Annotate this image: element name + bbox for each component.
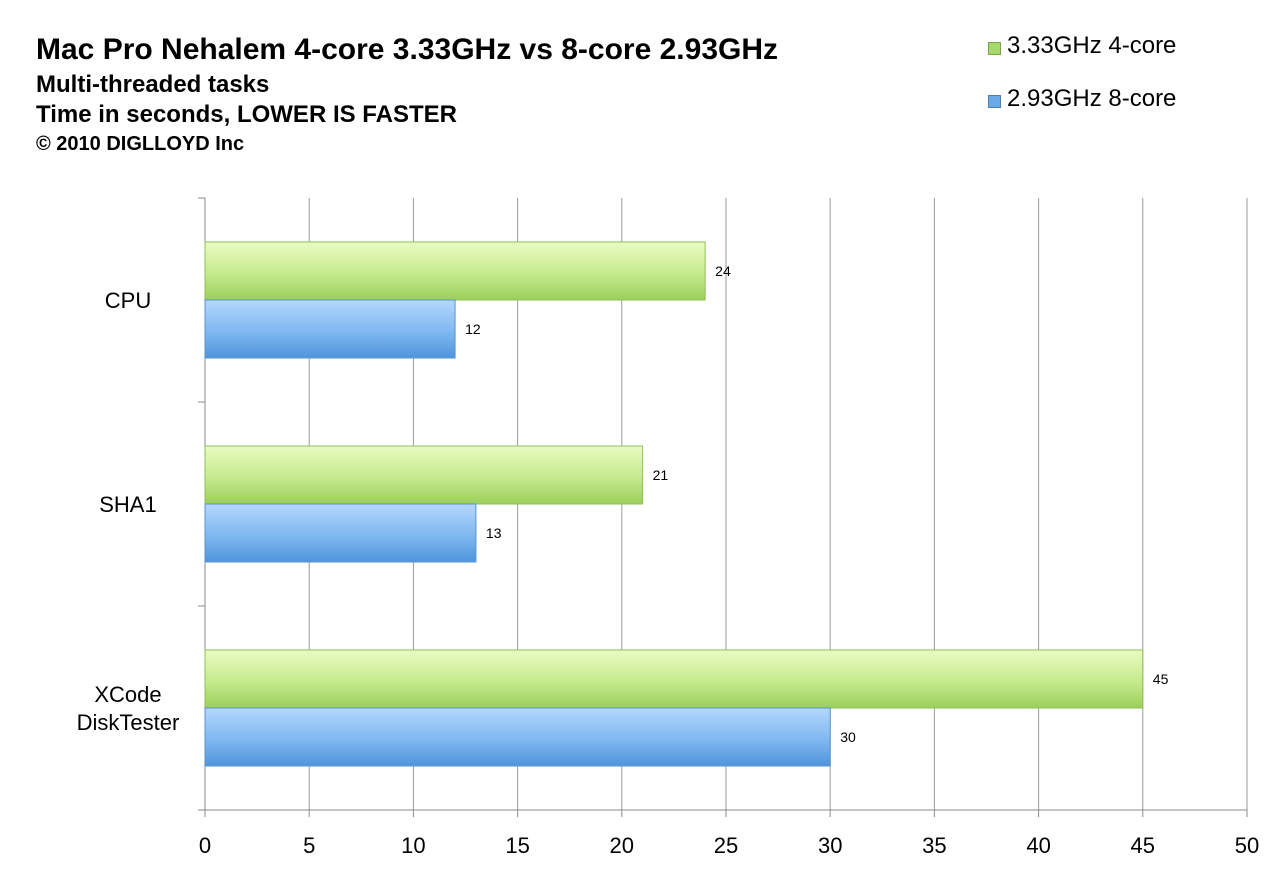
bar-1-1 — [204, 445, 644, 505]
legend-item-series-2: 2.93GHz 8-core — [988, 83, 1176, 115]
x-tick-label-20: 20 — [610, 833, 634, 858]
data-label-1-2: 45 — [1153, 671, 1169, 687]
category-label-line: CPU — [105, 288, 151, 313]
bar-2-1 — [204, 503, 477, 563]
chart-subtitle-line-1: Multi-threaded tasks — [36, 71, 270, 98]
chart-legend: 3.33GHz 4-core 2.93GHz 8-core — [988, 30, 1176, 136]
labels: 0 5 10 15 20 25 30 35 40 45 50 24 12 CPU 21 13 SHA1 45 30 X… — [77, 263, 1260, 858]
x-tick-label-45: 45 — [1131, 833, 1155, 858]
x-tick-label-0: 0 — [199, 833, 211, 858]
x-tick-label-15: 15 — [505, 833, 529, 858]
data-label-2-1: 13 — [486, 525, 502, 541]
chart-title: Mac Pro Nehalem 4-core 3.33GHz vs 8-core… — [36, 33, 779, 66]
legend-swatch-series-2 — [988, 94, 1001, 108]
x-tick-label-30: 30 — [818, 833, 842, 858]
data-label-1-1: 21 — [653, 467, 669, 483]
legend-label-series-2: 2.93GHz 8-core — [1007, 85, 1177, 112]
bar-2-2 — [204, 707, 831, 767]
data-label-2-0: 12 — [465, 321, 481, 337]
data-label-1-0: 24 — [715, 263, 731, 279]
legend-label-series-1: 3.33GHz 4-core — [1007, 32, 1177, 59]
bars — [204, 241, 1144, 767]
data-label-2-2: 30 — [840, 729, 856, 745]
x-tick-label-40: 40 — [1026, 833, 1050, 858]
x-tick-label-25: 25 — [714, 833, 738, 858]
category-label-line: DiskTester — [77, 710, 180, 735]
chart-title-block: Mac Pro Nehalem 4-core 3.33GHz vs 8-core… — [36, 30, 778, 156]
category-label-1: SHA1 — [99, 492, 156, 517]
bar-2-0 — [204, 299, 456, 359]
x-tick-label-50: 50 — [1235, 833, 1259, 858]
legend-swatch-series-1 — [988, 41, 1001, 55]
chart-copyright: © 2010 DIGLLOYD Inc — [36, 133, 245, 155]
x-tick-label-10: 10 — [401, 833, 425, 858]
chart-subtitle-line-2: Time in seconds, LOWER IS FASTER — [36, 101, 457, 128]
category-label-line: XCode — [94, 682, 161, 707]
category-label-0: CPU — [105, 288, 151, 313]
x-tick-label-35: 35 — [922, 833, 946, 858]
x-tick-label-5: 5 — [303, 833, 315, 858]
legend-item-series-1: 3.33GHz 4-core — [988, 30, 1176, 62]
bar-1-2 — [204, 649, 1144, 709]
category-label-line: SHA1 — [99, 492, 156, 517]
category-label-2: XCode DiskTester — [77, 682, 180, 735]
bar-1-0 — [204, 241, 706, 301]
